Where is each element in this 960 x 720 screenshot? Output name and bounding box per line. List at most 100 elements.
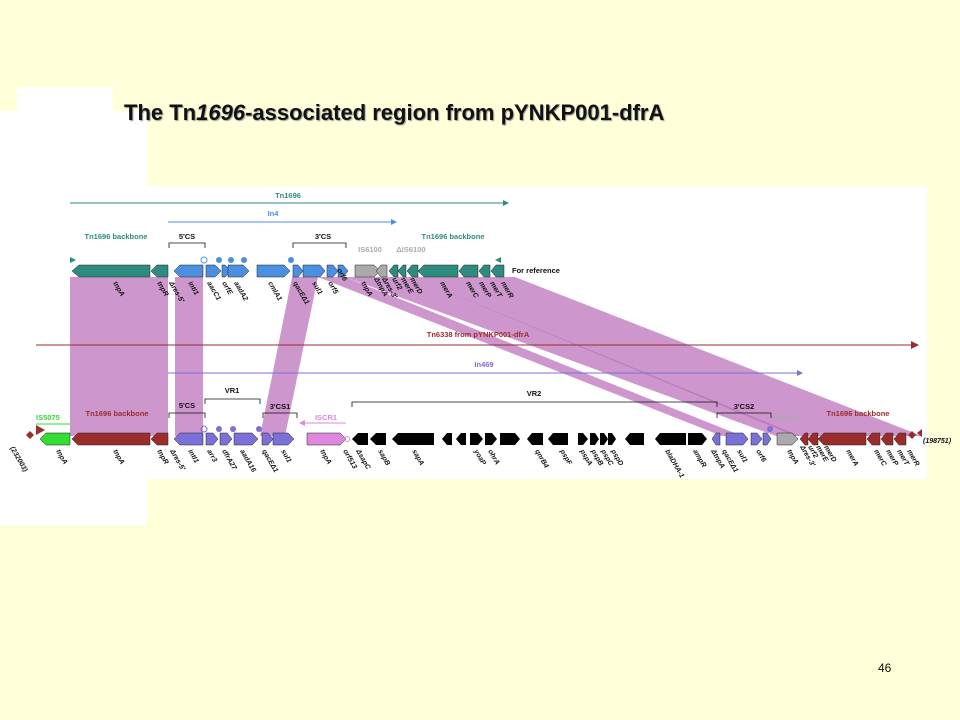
gene-label: sapB bbox=[376, 449, 391, 467]
promoter-dot bbox=[256, 426, 262, 432]
gene-label: orfE bbox=[220, 281, 233, 297]
gene-arrow bbox=[388, 264, 399, 278]
promoter-dot bbox=[230, 426, 236, 432]
gene-arrow bbox=[219, 432, 233, 446]
is5075-label: IS5075 bbox=[36, 413, 60, 422]
ir-marker bbox=[495, 257, 501, 263]
promoter-dot bbox=[344, 436, 350, 442]
gene-label: blaDHA-1 bbox=[663, 449, 685, 480]
tn6338-label: Tn6338 from pYNKP001-dfrA bbox=[427, 330, 530, 339]
gene-arrow bbox=[261, 432, 274, 446]
gene-arrow bbox=[397, 264, 407, 278]
promoter-dot bbox=[216, 257, 222, 263]
gene-arrow bbox=[354, 264, 381, 278]
gene-label: sul1 bbox=[735, 449, 748, 465]
gene-arrow bbox=[490, 264, 505, 278]
top-backbone-right-label: Tn1696 backbone bbox=[422, 232, 485, 241]
gene-label: orf6 bbox=[754, 449, 767, 464]
ir-marker bbox=[70, 257, 76, 263]
gene-label: tnpA bbox=[785, 449, 799, 466]
gene-arrow bbox=[173, 264, 204, 278]
gene-label: tnpA bbox=[111, 449, 125, 466]
vr1-bracket bbox=[204, 398, 261, 404]
gene-arrow bbox=[375, 264, 388, 278]
bottom-3cs1-bracket bbox=[262, 412, 298, 418]
gene-arrow bbox=[442, 433, 452, 445]
gene-label: sapA bbox=[410, 449, 425, 467]
tn1696-label: Tn1696 bbox=[275, 191, 301, 200]
gene-arrow bbox=[406, 264, 419, 278]
homology-band bbox=[345, 277, 800, 436]
for-reference-label: For reference bbox=[512, 266, 560, 275]
homology-band bbox=[318, 277, 742, 436]
promoter-dot bbox=[767, 426, 773, 432]
gene-arrow bbox=[688, 433, 707, 445]
gene-arrow bbox=[352, 433, 368, 445]
gene-arrow bbox=[39, 432, 71, 446]
gene-arrow bbox=[893, 432, 907, 446]
gene-arrow bbox=[205, 432, 219, 446]
gene-label: ΔsapC bbox=[354, 448, 372, 472]
gene-arrow bbox=[71, 264, 151, 278]
gene-arrow bbox=[292, 264, 304, 278]
gene-arrow bbox=[880, 432, 894, 446]
gene-label: aadA2 bbox=[232, 281, 249, 303]
gene-arrow bbox=[866, 432, 881, 446]
ir-marker bbox=[26, 431, 34, 439]
gene-label: merA bbox=[844, 449, 859, 468]
iscr1-label: ISCR1 bbox=[315, 413, 337, 422]
top-5cs-label: 5'CS bbox=[179, 232, 195, 241]
homology-band bbox=[70, 277, 168, 436]
top-3cs-label: 3'CS bbox=[315, 232, 331, 241]
gene-arrow bbox=[326, 264, 339, 278]
gene-label: tnpR bbox=[155, 449, 169, 466]
gene-label: dfrA27 bbox=[220, 449, 238, 473]
top-backbone-left-label: Tn1696 backbone bbox=[85, 232, 148, 241]
background-panel bbox=[17, 87, 113, 111]
gene-arrow bbox=[337, 264, 349, 278]
promoter-dot bbox=[200, 425, 208, 433]
gene-arrow bbox=[173, 432, 204, 446]
ir-marker bbox=[917, 429, 922, 437]
top-5cs-bracket bbox=[168, 242, 206, 248]
homology-band bbox=[260, 277, 318, 436]
vr2-bracket bbox=[351, 401, 718, 407]
gene-arrow bbox=[458, 264, 479, 278]
gene-arrow bbox=[392, 433, 434, 445]
vr1-label: VR1 bbox=[225, 386, 240, 395]
gene-label: qnrB4 bbox=[533, 449, 549, 470]
bottom-3cs1-label: 3'CS1 bbox=[270, 402, 291, 411]
top-gene-row: For reference bbox=[70, 256, 560, 278]
page-number: 46 bbox=[878, 661, 892, 675]
gene-arrow bbox=[233, 432, 259, 446]
gene-label: aacC1 bbox=[205, 281, 221, 302]
gene-arrow bbox=[655, 433, 686, 445]
gene-label: yoaP bbox=[472, 448, 487, 467]
promoter-dot bbox=[241, 257, 247, 263]
promoter-dot bbox=[288, 257, 294, 263]
gene-arrow bbox=[608, 433, 616, 445]
gene-arrow bbox=[799, 432, 809, 446]
gene-label: sul1 bbox=[279, 449, 292, 465]
bottom-gene-labels: tnpA tnpA tnpR Δres-5' intI1 arr3 dfrA27… bbox=[54, 444, 920, 480]
gene-arrow bbox=[776, 432, 799, 446]
gene-arrow bbox=[548, 433, 568, 445]
gene-arrow bbox=[485, 433, 497, 445]
gene-arrow bbox=[750, 432, 763, 446]
gene-label: Δres-5' bbox=[168, 448, 186, 473]
promoter-dot bbox=[228, 257, 234, 263]
bottom-gene-row: (232003) (198751) bbox=[8, 425, 952, 474]
homology-band bbox=[412, 277, 922, 436]
homology-bands bbox=[70, 277, 922, 436]
ir-marker bbox=[908, 431, 916, 439]
ir-marker bbox=[36, 425, 45, 435]
coord-right-label: (198751) bbox=[923, 438, 952, 445]
gene-arrow bbox=[725, 432, 749, 446]
bottom-backbone-right-label: Tn1696 backbone bbox=[827, 409, 890, 418]
gene-arrow bbox=[302, 264, 326, 278]
bottom-5cs-label: 5'CS bbox=[179, 401, 195, 410]
gene-arrow bbox=[205, 264, 222, 278]
gene-arrow bbox=[150, 432, 169, 446]
gene-arrow bbox=[227, 264, 250, 278]
